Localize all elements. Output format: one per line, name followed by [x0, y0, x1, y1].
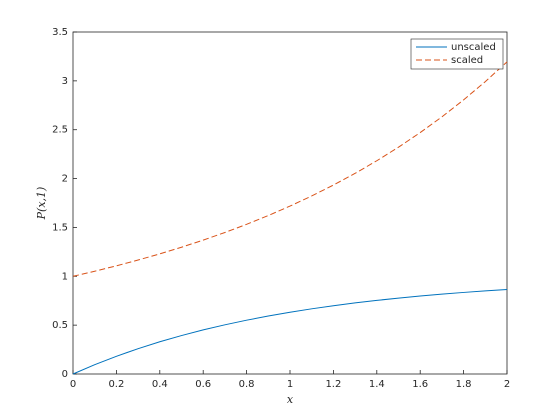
plot-frame: [72, 31, 508, 375]
x-tick-label: 1: [287, 379, 293, 390]
x-tick-label: 0: [70, 379, 76, 390]
x-tick-label: 1.2: [325, 379, 341, 390]
x-tick-label: 0.6: [195, 379, 211, 390]
y-tick-label: 0.5: [52, 320, 68, 331]
y-tick-label: 3: [62, 76, 68, 87]
y-axis-label: P(x,1): [35, 187, 48, 221]
x-axis-label: x: [287, 393, 294, 406]
y-tick-label: 1.5: [52, 222, 68, 233]
legend-box: [410, 38, 504, 70]
x-tick-label: 0.8: [239, 379, 255, 390]
y-tick-label: 0: [62, 369, 68, 380]
x-tick-label: 1.4: [369, 379, 385, 390]
x-tick-label: 2: [504, 379, 510, 390]
y-tick-label: 2: [62, 174, 68, 185]
y-tick-label: 2.5: [52, 125, 68, 136]
x-tick-label: 1.8: [456, 379, 472, 390]
y-tick-label: 1: [62, 271, 68, 282]
legend-label: unscaled: [451, 42, 496, 53]
legend-label: scaled: [451, 55, 483, 66]
x-tick-label: 1.6: [412, 379, 428, 390]
x-tick-label: 0.2: [108, 379, 124, 390]
series-line: [72, 61, 508, 277]
x-tick-label: 0.4: [152, 379, 168, 390]
series-line: [72, 289, 508, 375]
y-tick-label: 3.5: [52, 27, 68, 38]
